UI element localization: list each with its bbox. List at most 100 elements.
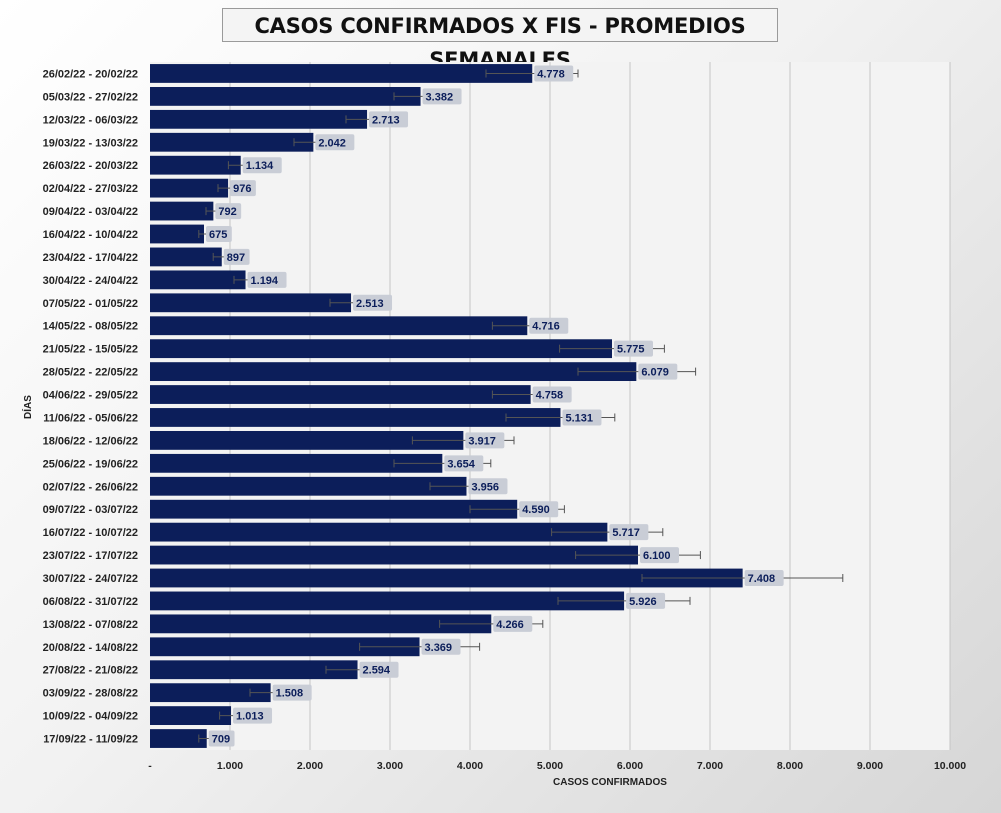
bar [150, 109, 368, 129]
category-label: 23/04/22 - 17/04/22 [43, 252, 138, 264]
data-label-box [640, 547, 679, 564]
category-label: 09/07/22 - 03/07/22 [43, 504, 138, 516]
x-tick-label: 7.000 [697, 760, 723, 772]
data-label-box [532, 386, 572, 403]
data-label: 3.369 [425, 642, 453, 654]
data-label-box [534, 65, 574, 82]
data-label-box [369, 111, 409, 128]
data-label: 976 [233, 183, 251, 195]
x-axis-title: CASOS CONFIRMADOS [553, 777, 667, 788]
bar [150, 64, 533, 83]
x-tick-label: 2.000 [297, 760, 323, 772]
data-label-box [223, 248, 250, 265]
category-label: 30/04/22 - 24/04/22 [43, 275, 138, 287]
bar [150, 385, 531, 404]
data-label: 5.717 [612, 527, 640, 539]
category-label: 09/04/22 - 03/04/22 [43, 206, 138, 218]
x-tick-label: - [148, 760, 152, 772]
x-tick-label: 4.000 [457, 760, 483, 772]
bar [150, 522, 608, 542]
data-label-box [638, 363, 678, 380]
x-tick-label: 9.000 [857, 760, 883, 772]
bar [150, 591, 625, 611]
category-label: 06/08/22 - 31/07/22 [43, 596, 138, 608]
category-labels: 26/02/22 - 20/02/22 05/03/22 - 27/02/22 12… [43, 68, 138, 745]
data-label: 7.408 [748, 573, 776, 585]
bars [150, 64, 743, 748]
data-label-box [272, 684, 312, 701]
data-label: 3.917 [468, 435, 496, 447]
y-axis-title: DÍAS [21, 395, 34, 419]
category-label: 26/03/22 - 20/03/22 [43, 160, 138, 172]
data-label: 6.079 [641, 367, 669, 379]
bar [150, 201, 214, 221]
data-label: 4.266 [496, 619, 524, 631]
bar [150, 316, 528, 336]
data-label: 1.194 [251, 275, 279, 287]
bar [150, 637, 420, 657]
x-tick-label: 8.000 [777, 760, 803, 772]
bar [150, 499, 518, 519]
bar [150, 339, 612, 359]
category-label: 16/07/22 - 10/07/22 [43, 527, 138, 539]
category-label: 12/03/22 - 06/03/22 [43, 114, 138, 126]
data-label: 1.508 [276, 688, 304, 700]
bar [150, 224, 204, 244]
category-label: 30/07/22 - 24/07/22 [43, 573, 138, 585]
data-label: 709 [212, 734, 230, 746]
bar [150, 132, 314, 152]
bar [150, 683, 271, 703]
bar [150, 453, 443, 473]
category-label: 28/05/22 - 22/05/22 [43, 367, 138, 379]
category-label: 04/06/22 - 29/05/22 [43, 390, 138, 402]
bar [150, 706, 232, 726]
data-label: 675 [209, 229, 227, 241]
bar [150, 729, 207, 748]
data-label: 2.513 [356, 298, 384, 310]
data-label-box [614, 340, 653, 357]
data-label: 4.590 [522, 504, 550, 516]
bar [150, 408, 561, 427]
bar [150, 362, 637, 382]
bar [150, 430, 464, 450]
data-label-box [230, 180, 256, 197]
bar [150, 293, 352, 313]
bar [150, 155, 241, 175]
data-label-box [247, 271, 287, 288]
category-label: 02/07/22 - 26/06/22 [43, 481, 138, 493]
data-label-box [519, 501, 559, 518]
bar [150, 476, 467, 496]
data-label: 5.775 [617, 344, 645, 356]
data-label-box [609, 524, 649, 541]
category-label: 21/05/22 - 15/05/22 [43, 344, 138, 356]
data-label: 4.758 [536, 390, 564, 402]
x-tick-label: 6.000 [617, 760, 643, 772]
category-label: 11/06/22 - 05/06/22 [43, 412, 138, 424]
grid-lines [229, 62, 951, 750]
category-label: 07/05/22 - 01/05/22 [43, 298, 138, 310]
data-label-box [353, 294, 393, 311]
data-label-box [493, 615, 533, 632]
data-label: 5.926 [629, 596, 657, 608]
data-label-box [233, 707, 273, 724]
x-tick-label: 10.000 [934, 760, 966, 772]
data-label: 3.654 [447, 458, 475, 470]
x-tick-label: 5.000 [537, 760, 563, 772]
data-label-box [626, 592, 666, 609]
data-label: 3.956 [471, 481, 499, 493]
bar [150, 270, 246, 290]
data-label-box [421, 638, 461, 655]
data-label: 6.100 [643, 550, 671, 562]
category-label: 20/08/22 - 14/08/22 [43, 642, 138, 654]
data-label-box [422, 88, 462, 105]
data-label: 792 [218, 206, 236, 218]
category-label: 02/04/22 - 27/03/22 [43, 183, 138, 195]
category-label: 14/05/22 - 08/05/22 [43, 321, 138, 333]
bar [150, 86, 421, 106]
category-label: 10/09/22 - 04/09/22 [43, 711, 138, 723]
data-label: 897 [227, 252, 245, 264]
data-label-box [529, 317, 569, 334]
data-label-box [562, 409, 602, 426]
data-label-box [444, 455, 484, 472]
